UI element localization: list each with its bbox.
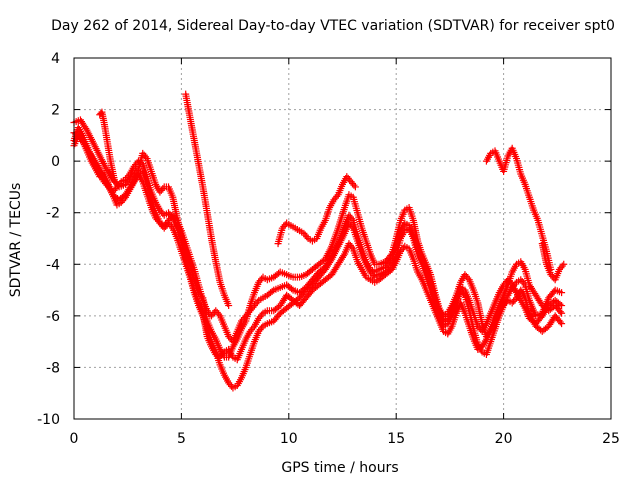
data-point-marker — [124, 172, 132, 180]
x-tick-label: 25 — [602, 431, 620, 447]
data-point-marker — [219, 350, 227, 358]
x-tick-label: 20 — [495, 431, 513, 447]
data-point-marker — [556, 300, 564, 308]
y-tick-label: -2 — [46, 206, 60, 222]
y-tick-label: -4 — [46, 257, 60, 273]
data-point-marker — [350, 181, 358, 189]
data-point-marker — [77, 135, 85, 143]
data-point-marker — [507, 279, 515, 287]
y-tick-label: -8 — [46, 360, 60, 376]
data-point-marker — [348, 243, 356, 251]
data-point-marker — [556, 318, 564, 326]
data-point-marker — [159, 185, 167, 193]
data-point-marker — [558, 320, 566, 328]
x-tick-label: 15 — [387, 431, 405, 447]
data-point-marker — [258, 311, 266, 319]
x-tick-label: 0 — [70, 431, 79, 447]
series-fragment-b — [182, 90, 233, 310]
axis-ticks: 0 5 10 15 20 25 -10 -8 -6 -4 -2 0 2 4 — [37, 51, 620, 447]
data-point-marker — [225, 302, 233, 310]
data-point-marker — [154, 217, 162, 225]
data-point-marker — [387, 257, 395, 265]
data-point-marker — [340, 252, 348, 260]
data-point-marker — [333, 192, 341, 200]
data-point-marker — [111, 178, 119, 186]
data-point-marker — [142, 153, 150, 161]
data-point-marker — [215, 310, 223, 318]
data-point-marker — [82, 124, 90, 132]
data-point-marker — [303, 233, 311, 241]
data-point-marker — [116, 179, 124, 187]
data-point-marker — [511, 296, 519, 304]
data-point-marker — [558, 289, 566, 297]
data-point-marker — [287, 285, 295, 293]
series-fragment-a — [96, 108, 119, 186]
data-point-marker — [258, 324, 266, 332]
y-tick-label: 0 — [51, 154, 60, 170]
data-point-marker — [351, 183, 359, 191]
data-point-marker — [327, 254, 335, 262]
data-point-marker — [348, 215, 356, 223]
data-point-marker — [558, 309, 566, 317]
data-point-marker — [558, 262, 566, 270]
plot-frame — [73, 57, 612, 420]
data-point-marker — [253, 298, 261, 306]
series-fragment-e — [538, 240, 568, 284]
x-axis-title: GPS time / hours — [281, 460, 398, 476]
series-track-3 — [70, 124, 566, 364]
data-marks — [70, 90, 568, 392]
y-tick-label: -6 — [46, 309, 60, 325]
data-point-marker — [249, 324, 257, 332]
data-point-marker — [268, 287, 276, 295]
y-tick-label: -10 — [37, 412, 60, 428]
y-tick-label: 4 — [51, 51, 60, 67]
y-axis-title: SDTVAR / TECUs — [8, 183, 24, 298]
data-point-marker — [556, 308, 564, 316]
data-point-marker — [464, 274, 472, 282]
series-fragment-c — [274, 173, 359, 248]
x-tick-label: 5 — [177, 431, 186, 447]
x-tick-label: 10 — [280, 431, 298, 447]
series-fragment-d — [482, 144, 555, 273]
chart-title: Day 262 of 2014, Sidereal Day-to-day VTE… — [51, 18, 615, 34]
data-point-marker — [120, 195, 128, 203]
data-point-marker — [558, 302, 566, 310]
y-tick-label: 2 — [51, 103, 60, 119]
data-point-marker — [560, 260, 568, 268]
data-point-marker — [172, 215, 180, 223]
series-track-4 — [70, 131, 566, 346]
